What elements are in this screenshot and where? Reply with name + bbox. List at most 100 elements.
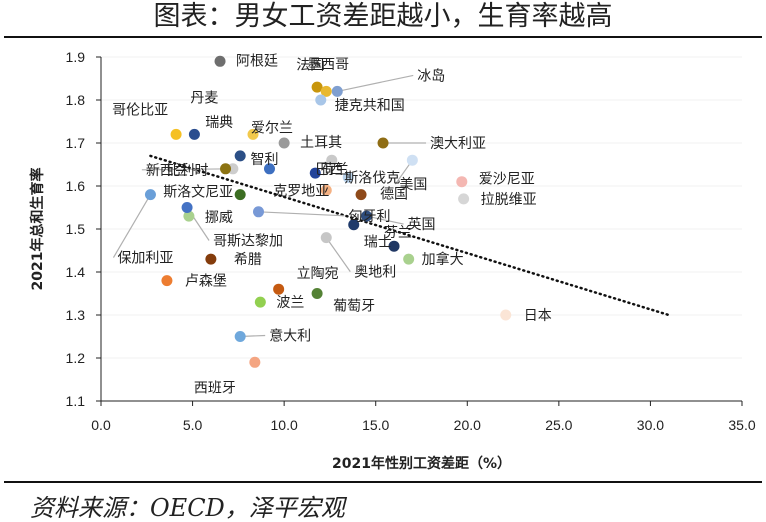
point-label: 英国 — [408, 216, 436, 233]
point-label: 德国 — [380, 187, 408, 203]
data-point — [311, 81, 323, 93]
point-label: 新西兰 — [146, 163, 188, 179]
x-tick-label: 25.0 — [545, 417, 572, 433]
data-point — [348, 219, 360, 231]
point-label: 葡萄牙 — [333, 299, 375, 315]
data-point — [320, 232, 332, 244]
data-point — [234, 150, 246, 162]
y-tick-label: 1.9 — [66, 49, 86, 65]
point-label: 巴西 — [315, 162, 343, 178]
x-tick-label: 20.0 — [454, 417, 481, 433]
y-tick-label: 1.2 — [66, 350, 86, 366]
data-point — [326, 154, 338, 166]
point-label: 瑞典 — [205, 115, 233, 131]
point-label: 保加利亚 — [117, 251, 173, 267]
y-tick-label: 1.4 — [66, 264, 86, 280]
data-point — [234, 331, 246, 342]
point-label: 冰岛 — [417, 68, 445, 84]
axes: 1.1 1.2 1.3 1.4 1.5 1.6 1.7 1.8 1.9 0.0 5.0 10.0 15.… — [29, 49, 756, 472]
point-label: 意大利 — [269, 328, 311, 345]
point-label: 爱沙尼亚 — [479, 172, 535, 188]
y-tick-label: 1.8 — [66, 92, 86, 108]
point-label: 加拿大 — [422, 251, 464, 268]
data-point — [170, 128, 182, 140]
data-point — [500, 309, 512, 321]
point-label: 土耳其 — [300, 135, 342, 151]
data-point — [403, 253, 415, 265]
trendline — [149, 154, 670, 317]
point-label: 丹麦 — [190, 90, 218, 106]
point-label: 法国 — [296, 57, 324, 73]
data-point — [311, 288, 323, 299]
y-tick-label: 1.6 — [66, 178, 86, 194]
data-point — [320, 184, 332, 196]
data-point — [188, 128, 200, 140]
point-label: 阿根廷 — [236, 53, 278, 69]
point-label: 荷兰 — [321, 162, 349, 178]
trendline-path — [149, 154, 670, 317]
point-label: 美国 — [399, 177, 427, 193]
point-label: 西班牙 — [194, 380, 236, 396]
data-point — [181, 202, 193, 213]
data-point — [377, 137, 389, 149]
leader-line — [112, 194, 151, 258]
data-point — [388, 240, 400, 252]
data-point — [253, 206, 265, 218]
point-label: 立陶宛 — [297, 266, 339, 282]
x-tick-label: 15.0 — [362, 417, 389, 433]
point-label: 希腊 — [234, 252, 262, 268]
y-tick-label: 1.3 — [66, 307, 86, 323]
point-label: 波兰 — [276, 295, 304, 311]
data-point — [205, 253, 217, 265]
point-label: 哥斯达黎加 — [213, 234, 283, 250]
data-point — [320, 85, 332, 97]
point-label: 澳大利亚 — [430, 136, 486, 152]
point-label: 芬兰 — [384, 225, 412, 241]
leader-line — [258, 211, 345, 217]
x-tick-label: 10.0 — [271, 417, 298, 433]
point-label: 墨西哥 — [307, 57, 349, 73]
data-point — [144, 189, 156, 201]
y-tick-label: 1.5 — [66, 221, 86, 237]
point-label: 智利 — [250, 152, 278, 168]
data-point — [309, 167, 321, 179]
x-tick-label: 0.0 — [91, 417, 111, 433]
point-label: 斯洛伐克 — [344, 170, 400, 186]
x-axis-title: 2021年性别工资差距（%） — [332, 455, 511, 472]
title-rule — [4, 36, 762, 38]
data-point — [273, 283, 285, 295]
y-tick-label: 1.7 — [66, 135, 86, 151]
leader-line — [325, 237, 351, 272]
data-point — [263, 163, 275, 175]
data-point — [254, 296, 266, 308]
source-note: 资料来源：OECD，泽平宏观 — [30, 494, 345, 522]
x-tick-label: 35.0 — [728, 417, 755, 433]
leader-line — [366, 215, 404, 225]
leader-line — [337, 74, 414, 92]
data-point — [458, 193, 470, 205]
leader-line — [141, 168, 233, 171]
y-tick-label: 1.1 — [66, 393, 86, 409]
point-label: 瑞士 — [364, 235, 392, 251]
source-rule — [4, 481, 762, 483]
x-tick-label: 30.0 — [637, 417, 664, 433]
data-point — [342, 171, 354, 183]
point-label: 卢森堡 — [185, 274, 227, 290]
x-tick-label: 5.0 — [183, 417, 203, 433]
data-point — [214, 55, 226, 67]
point-label: 哥伦比亚 — [112, 102, 168, 118]
point-label: 克罗地亚 — [273, 183, 329, 199]
point-label: 奥地利 — [354, 264, 396, 281]
point-label: 爱尔兰 — [251, 120, 293, 136]
data-point — [247, 128, 259, 140]
data-point — [161, 275, 173, 287]
chart-title: 图表：男女工资差距越小，生育率越高 — [153, 1, 613, 32]
data-point — [249, 356, 261, 368]
point-label: 比利时 — [167, 163, 209, 179]
point-label: 拉脱维亚 — [481, 192, 537, 208]
data-point — [220, 163, 232, 175]
point-label: 斯洛文尼亚 — [163, 185, 233, 201]
